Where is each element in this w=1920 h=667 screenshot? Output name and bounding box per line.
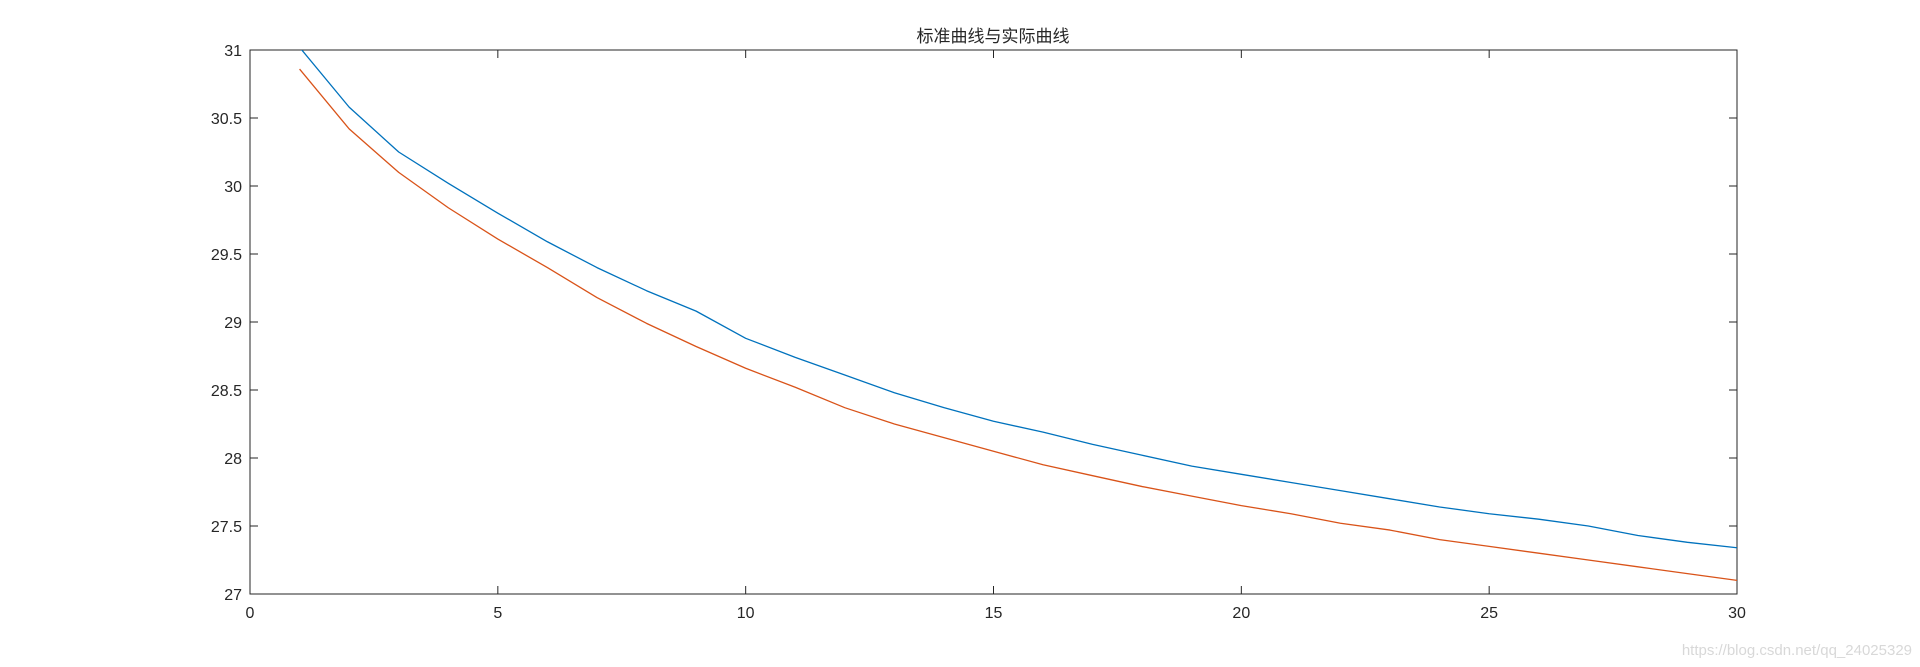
x-tick-label: 10 <box>737 605 755 622</box>
y-tick-label: 31 <box>224 43 242 60</box>
watermark-text: https://blog.csdn.net/qq_24025329 <box>1682 642 1912 659</box>
x-tick-label: 20 <box>1232 605 1250 622</box>
y-tick-label: 30 <box>224 179 242 196</box>
x-tick-label: 5 <box>493 605 502 622</box>
x-tick-label: 15 <box>985 605 1003 622</box>
series-line-1 <box>300 50 1737 549</box>
x-tick-label: 0 <box>246 605 255 622</box>
series-line-2 <box>299 68 1737 582</box>
plot-area: 0 5 10 15 20 25 30 27 27.5 28 28.5 29 29.5 30 30.5 31 <box>211 43 1746 622</box>
y-tick-label: 27 <box>224 587 242 604</box>
x-tick-label: 25 <box>1480 605 1498 622</box>
y-tick-label: 30.5 <box>211 111 242 128</box>
series-lines <box>299 50 1737 582</box>
axes-box <box>249 49 1738 595</box>
y-tick-label: 29 <box>224 315 242 332</box>
axis-ticks: 0 5 10 15 20 25 30 27 27.5 28 28.5 29 29.5 30 30.5 31 <box>211 43 1746 622</box>
x-tick-label: 30 <box>1728 605 1746 622</box>
y-tick-label: 29.5 <box>211 247 242 264</box>
chart-title: 标准曲线与实际曲线 <box>917 27 1070 47</box>
y-tick-label: 28 <box>224 451 242 468</box>
y-tick-label: 27.5 <box>211 519 242 536</box>
y-tick-label: 28.5 <box>211 383 242 400</box>
